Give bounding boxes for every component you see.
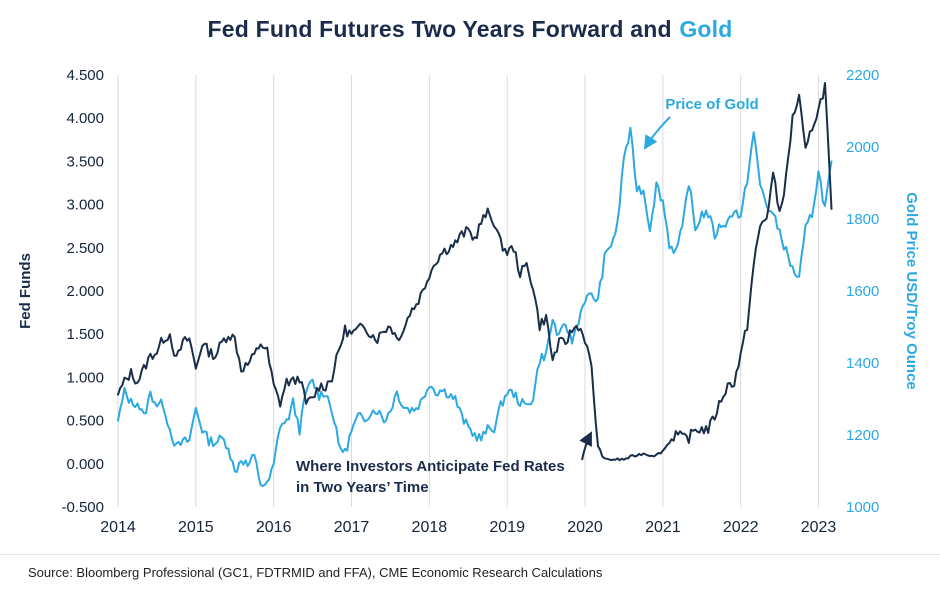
chart-title-highlight: Gold: [679, 16, 733, 42]
y-tick-right-1000: 1000: [846, 499, 879, 516]
x-tick-2014: 2014: [100, 519, 136, 536]
y-tick-left--0.500: -0.500: [61, 499, 104, 516]
y-tick-left-4.500: 4.500: [66, 67, 104, 84]
series-line-gold: [117, 126, 833, 488]
annotation-arrow-fed: [579, 431, 592, 461]
x-tick-2018: 2018: [412, 519, 448, 536]
gridlines: [117, 75, 820, 507]
y-tick-left-2.500: 2.500: [66, 240, 104, 257]
y-tick-left-1.000: 1.000: [66, 369, 104, 386]
y-tick-right-1600: 1600: [846, 283, 879, 300]
series-lines: [117, 82, 833, 488]
x-tick-2020: 2020: [567, 519, 603, 536]
x-tick-2021: 2021: [645, 519, 681, 536]
y-tick-right-2200: 2200: [846, 67, 879, 84]
x-tick-2022: 2022: [723, 519, 759, 536]
x-tick-2015: 2015: [178, 519, 214, 536]
y-tick-left-0.000: 0.000: [66, 456, 104, 473]
y-tick-left-3.500: 3.500: [66, 153, 104, 170]
annotation-fed-line2: in Two Years’ Time: [296, 479, 429, 496]
y-tick-left-1.500: 1.500: [66, 326, 104, 343]
y-axis-right-ticks: 2200 2000 1800 1600 1400 1200 1000: [846, 67, 879, 516]
x-axis-ticks: 2014 2015 2016 2017 2018 2019 2020 2021 2022 2023: [100, 519, 836, 536]
x-tick-2019: 2019: [489, 519, 525, 536]
y-tick-right-1400: 1400: [846, 355, 879, 372]
y-tick-left-3.000: 3.000: [66, 197, 104, 214]
footer-divider: [0, 554, 940, 555]
y-tick-right-1200: 1200: [846, 427, 879, 444]
series-line-fed-funds: [117, 82, 833, 462]
source-note: Source: Bloomberg Professional (GC1, FDT…: [28, 565, 603, 580]
y-tick-left-0.500: 0.500: [66, 413, 104, 430]
y-axis-left-ticks: 4.500 4.000 3.500 3.000 2.500 2.000 1.500 1.000…: [61, 67, 104, 516]
y-tick-left-4.000: 4.000: [66, 110, 104, 127]
x-tick-2023: 2023: [801, 519, 837, 536]
y-tick-right-1800: 1800: [846, 211, 879, 228]
x-tick-2017: 2017: [334, 519, 370, 536]
y-tick-right-2000: 2000: [846, 139, 879, 156]
chart-title: Fed Fund Futures Two Years Forward and Go…: [0, 16, 940, 43]
y-tick-left-2.000: 2.000: [66, 283, 104, 300]
left-axis-title: Fed Funds: [17, 253, 34, 329]
x-tick-2016: 2016: [256, 519, 292, 536]
annotation-price-of-gold: Price of Gold: [665, 96, 758, 113]
chart-title-main: Fed Fund Futures Two Years Forward and: [207, 16, 672, 42]
annotation-fed-line1: Where Investors Anticipate Fed Rates: [296, 458, 565, 475]
right-axis-title: Gold Price USD/Troy Ounce: [903, 192, 920, 390]
annotation-arrow-gold: [643, 116, 671, 150]
